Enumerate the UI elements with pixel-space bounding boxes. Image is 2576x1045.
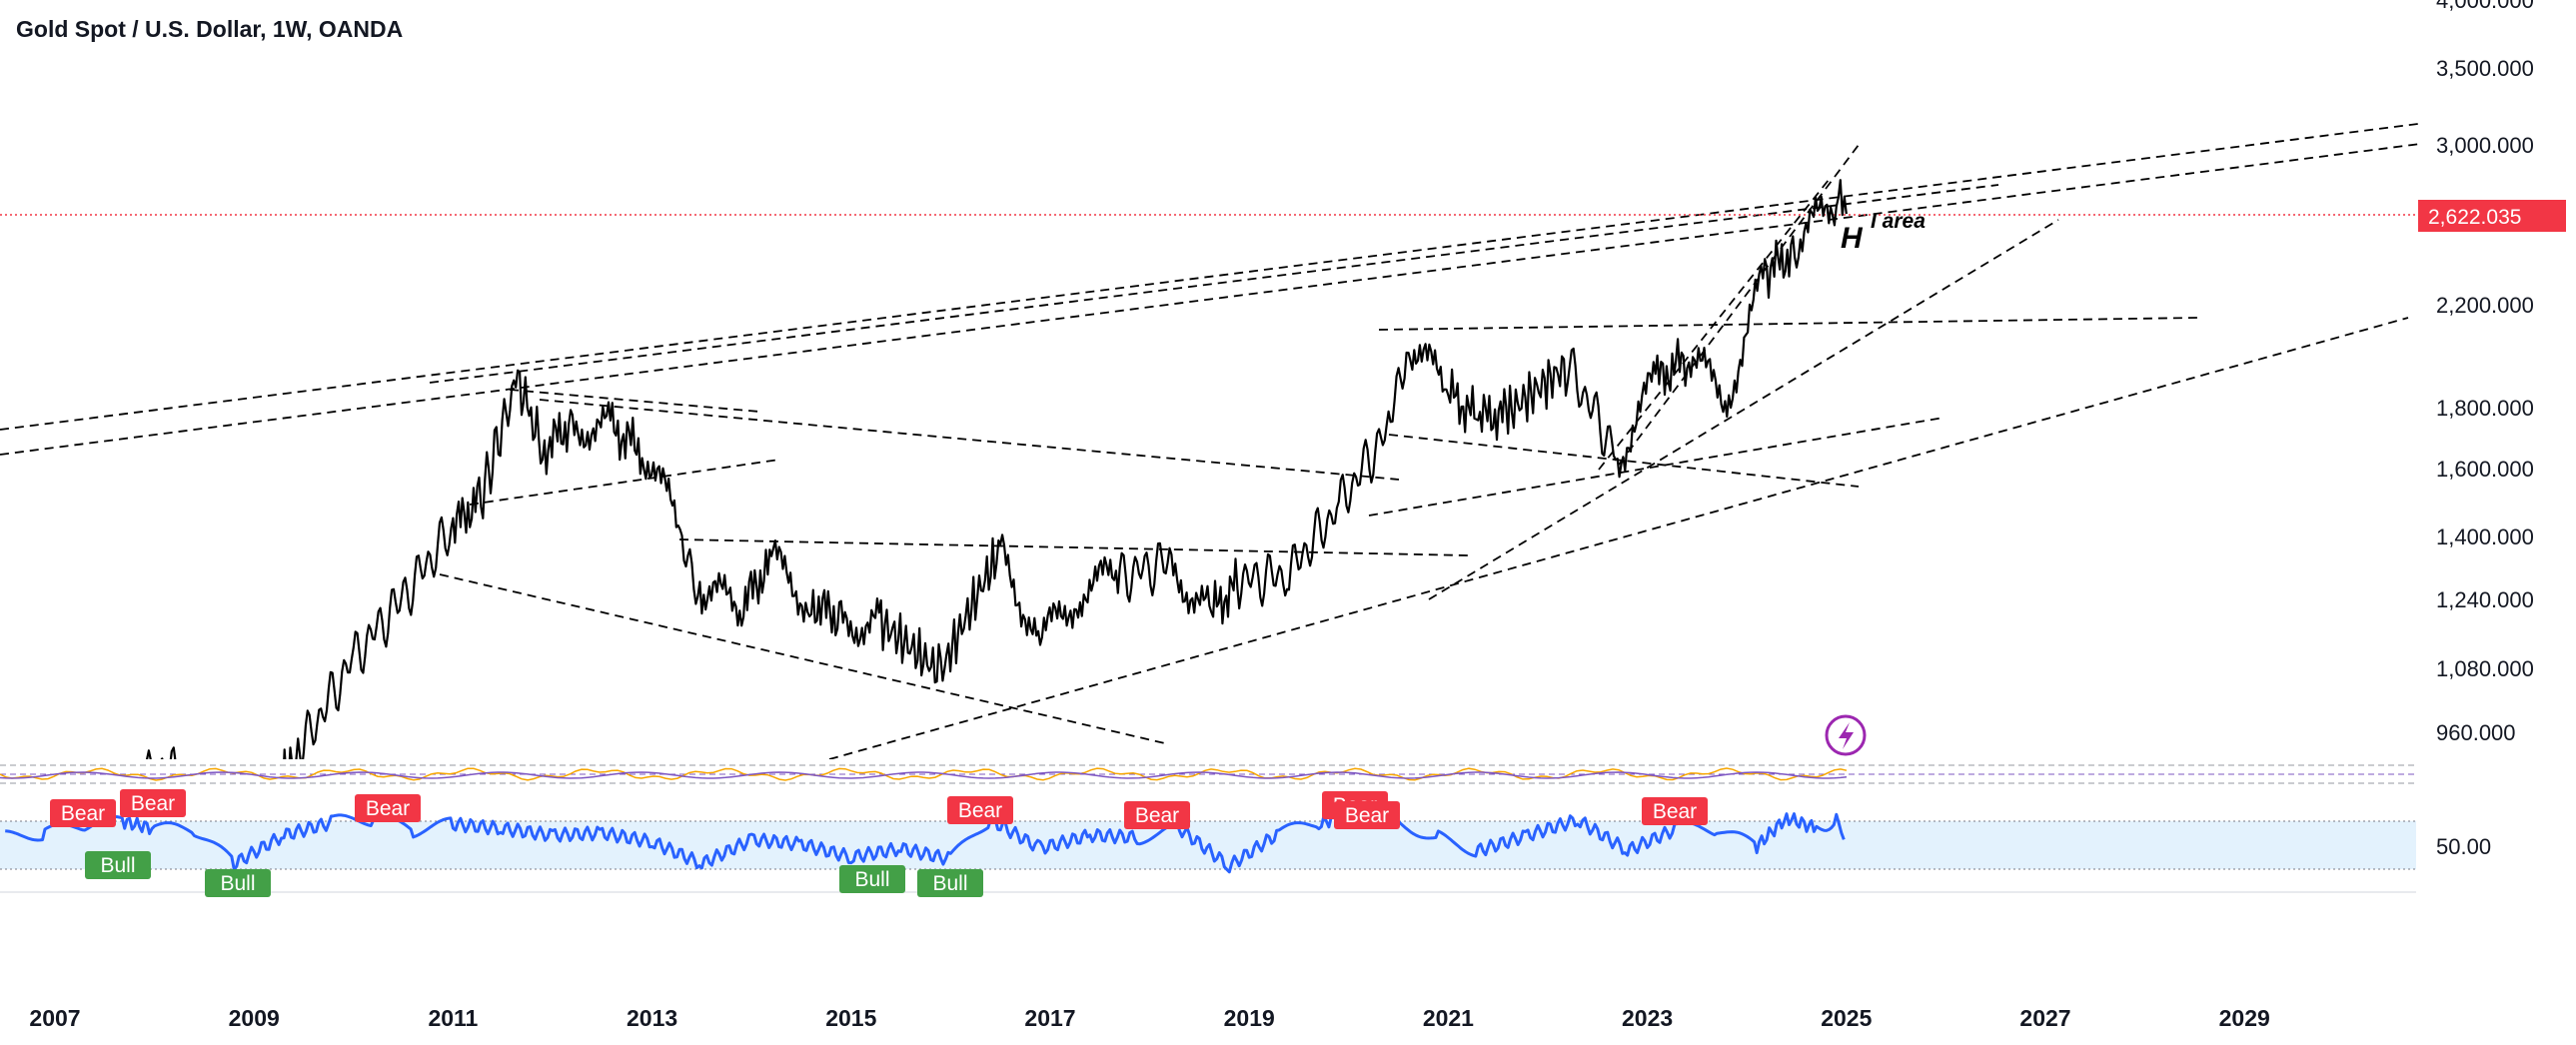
svg-text:Bear: Bear <box>131 792 175 815</box>
price-tick-label: 1,080.000 <box>2436 656 2534 681</box>
time-axis[interactable]: 2007 2009 2011 2013 2015 2017 2019 2021 2023 2025… <box>29 1005 2269 1031</box>
time-tick-label: 2029 <box>2219 1005 2270 1031</box>
oscillator-slow-line <box>0 771 1848 779</box>
time-tick-label: 2027 <box>2019 1005 2070 1031</box>
bear-signal-tag: Bear <box>50 799 116 827</box>
svg-text:Bear: Bear <box>1653 800 1697 823</box>
chart-title: Gold Spot / U.S. Dollar, 1W, OANDA <box>16 16 404 42</box>
price-tick-label: 1,400.000 <box>2436 524 2534 549</box>
last-price-tag: 2,622.035 <box>2418 200 2566 232</box>
price-tick-label: 4,000.000 <box>2436 0 2534 13</box>
price-tick-label: 960.000 <box>2436 720 2516 745</box>
time-tick-label: 2017 <box>1024 1005 1075 1031</box>
oscillator-strip <box>0 764 2416 784</box>
price-axis[interactable]: 4,000.000 3,500.000 3,000.000 2,200.000 1,80… <box>2436 0 2534 745</box>
bear-signal-tag: Bear <box>120 789 186 817</box>
time-tick-label: 2009 <box>229 1005 280 1031</box>
price-tick-label: 1,240.000 <box>2436 587 2534 612</box>
svg-text:Bull: Bull <box>100 854 135 877</box>
last-price-badge <box>2418 200 2566 232</box>
time-tick-label: 2021 <box>1423 1005 1474 1031</box>
svg-text:Bear: Bear <box>958 799 1002 822</box>
bull-signal-tag: Bull <box>85 851 151 879</box>
bear-signal-tag: Bear <box>1124 801 1190 829</box>
bear-signal-tag: Bear <box>1334 801 1400 829</box>
price-series-line <box>145 179 1848 759</box>
svg-text:Bull: Bull <box>932 872 967 895</box>
signal-tags: Bear Bear Bull Bull Bear Bull Bull Bear Bear Bear… <box>50 789 1708 897</box>
price-tick-label: 2,200.000 <box>2436 293 2534 318</box>
time-tick-label: 2023 <box>1622 1005 1673 1031</box>
rsi-axis[interactable]: 50.00 <box>2436 834 2491 859</box>
svg-text:Bull: Bull <box>854 868 889 891</box>
bear-signal-tag: Bear <box>355 794 421 822</box>
bear-signal-tag: Bear <box>947 796 1013 824</box>
time-tick-label: 2007 <box>29 1005 80 1031</box>
rsi-series-line <box>5 804 1846 874</box>
rsi-tick-label: 50.00 <box>2436 834 2491 859</box>
svg-text:Bear: Bear <box>1135 804 1179 827</box>
svg-text:Bear: Bear <box>366 797 410 820</box>
bull-signal-tag: Bull <box>205 869 271 897</box>
price-tick-label: 3,000.000 <box>2436 133 2534 158</box>
price-tick-label: 3,500.000 <box>2436 56 2534 81</box>
svg-text:Bull: Bull <box>220 872 255 895</box>
price-tick-label: 1,600.000 <box>2436 457 2534 482</box>
annotation-area: I area <box>1871 210 1926 233</box>
time-tick-label: 2015 <box>825 1005 876 1031</box>
bull-signal-tag: Bull <box>839 865 905 893</box>
time-tick-label: 2013 <box>627 1005 677 1031</box>
time-tick-label: 2019 <box>1224 1005 1275 1031</box>
bull-signal-tag: Bull <box>917 869 983 897</box>
time-tick-label: 2025 <box>1821 1005 1872 1031</box>
svg-text:Bear: Bear <box>61 802 105 825</box>
svg-text:Bear: Bear <box>1345 804 1389 827</box>
last-price-label: 2,622.035 <box>2428 206 2521 229</box>
trendlines <box>0 123 2418 759</box>
lightning-icon[interactable] <box>1825 714 1867 756</box>
time-tick-label: 2011 <box>428 1005 478 1031</box>
bear-signal-tag: Bear <box>1642 797 1708 825</box>
price-tick-label: 1,800.000 <box>2436 396 2534 421</box>
annotation-h: H <box>1841 222 1864 255</box>
